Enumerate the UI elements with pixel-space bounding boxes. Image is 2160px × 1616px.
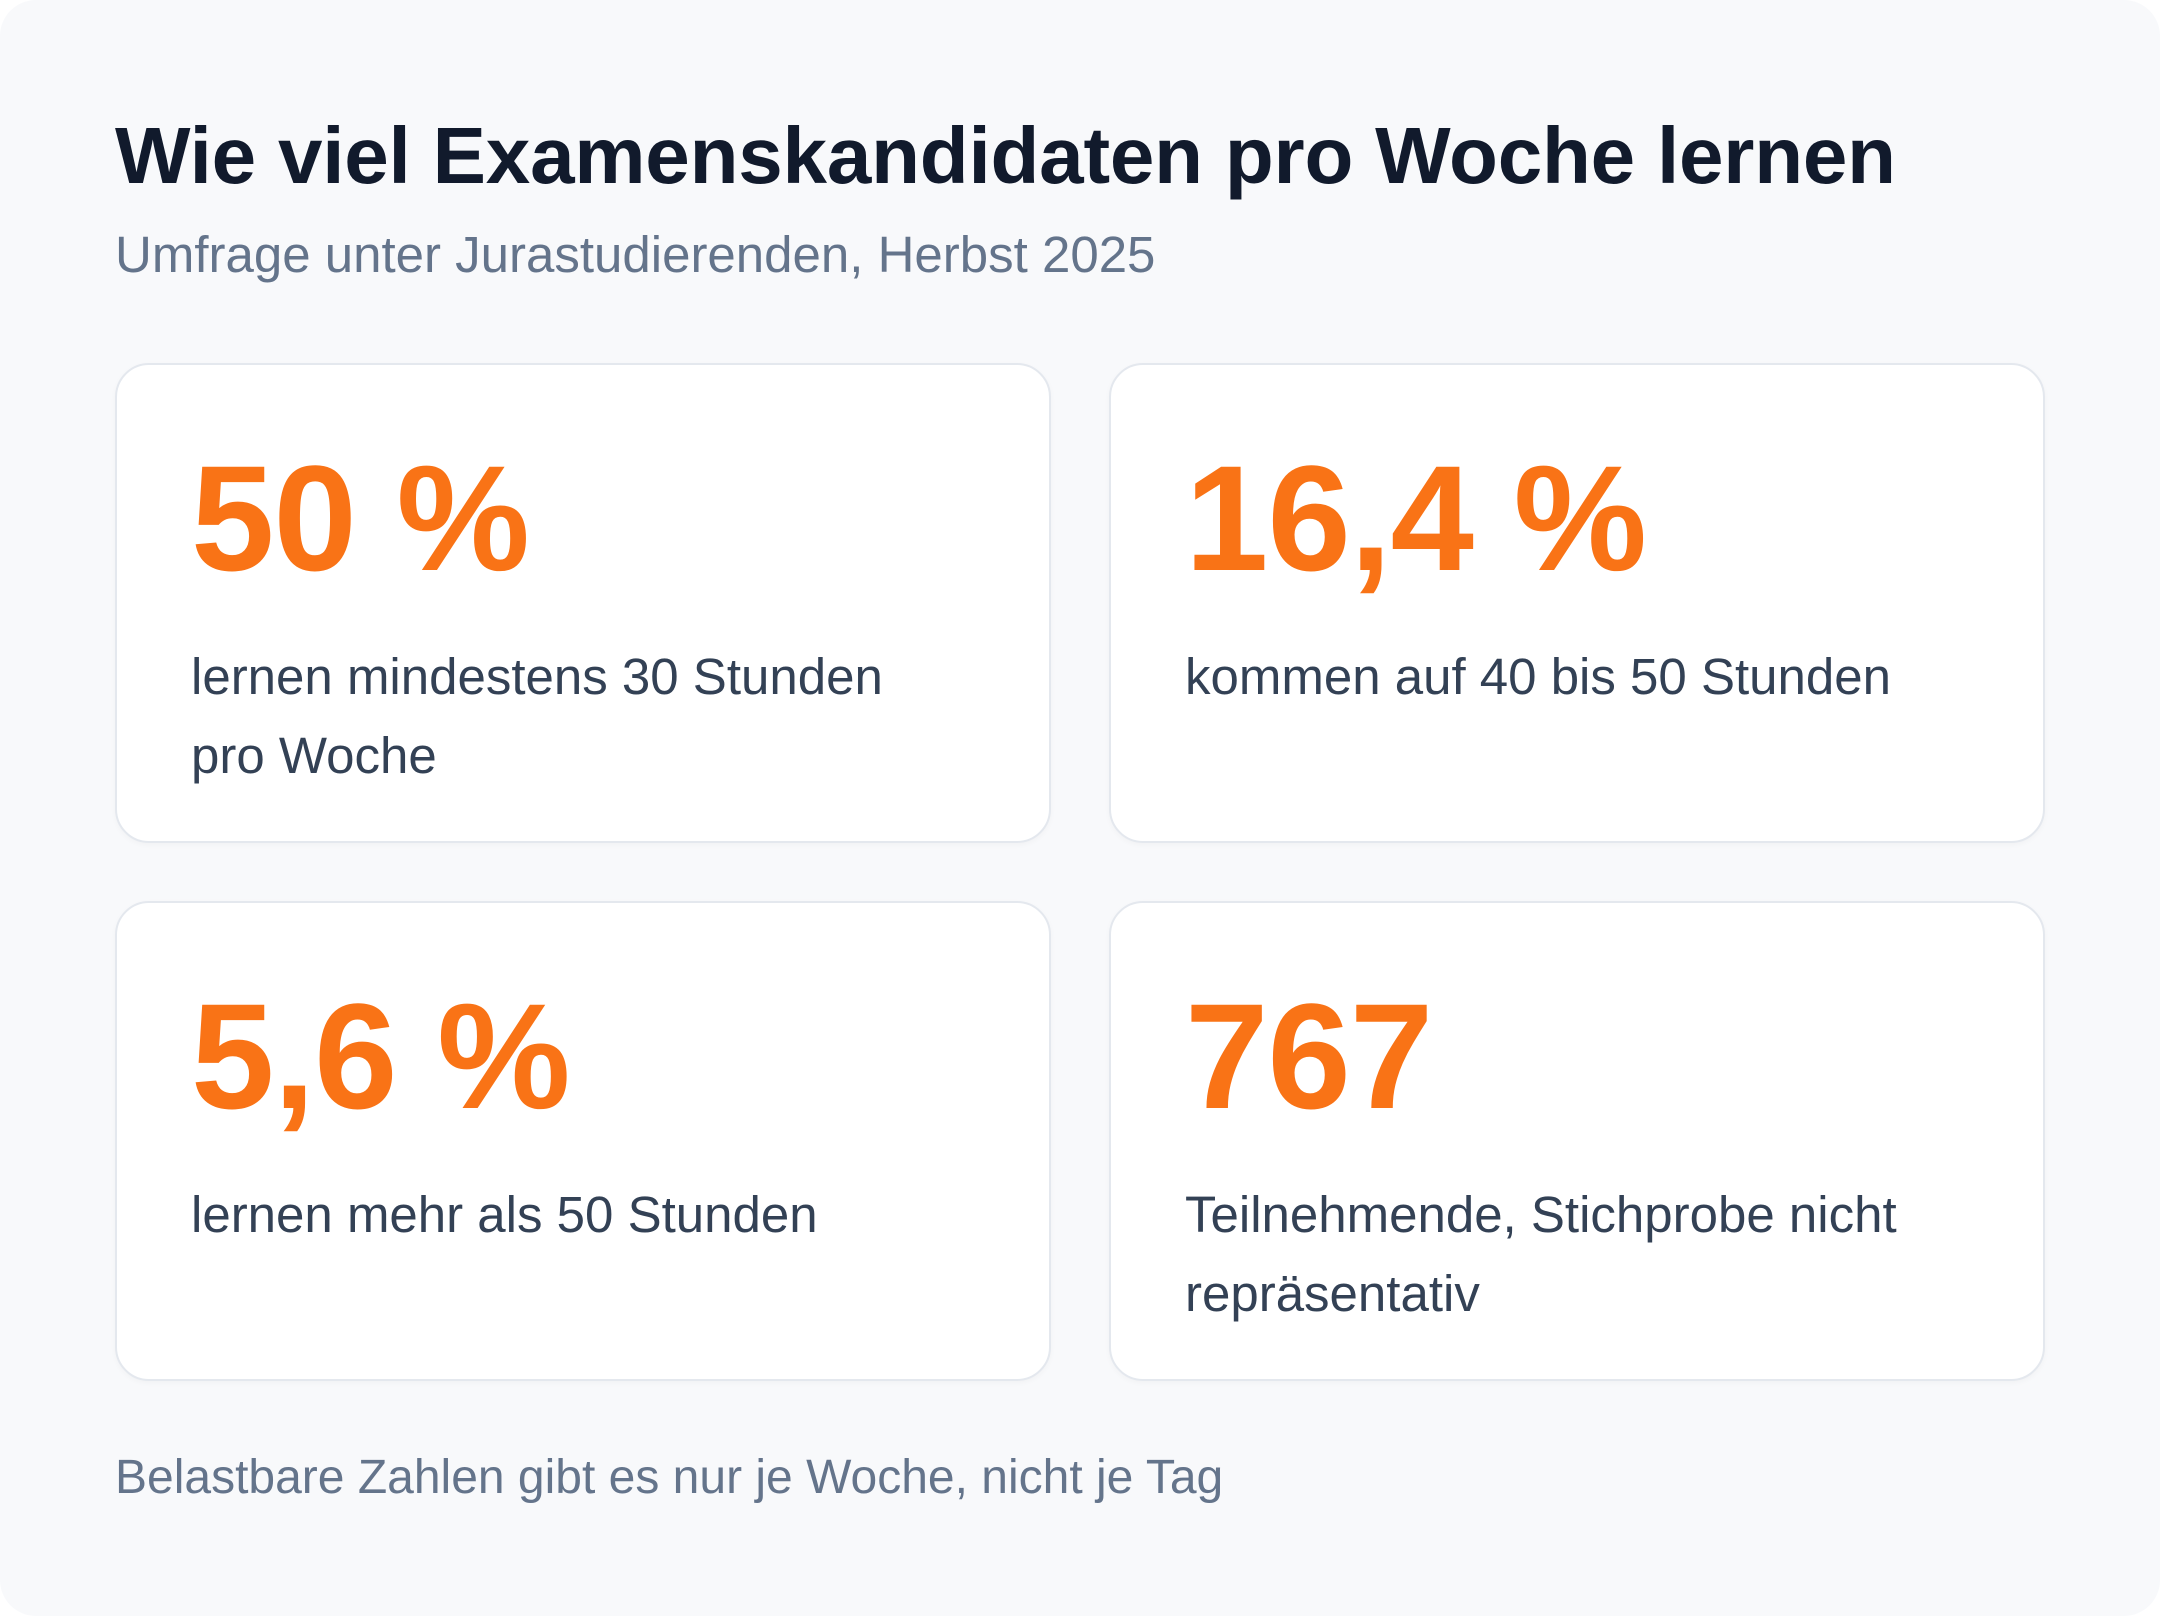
stat-card-over-50-hours: 5,6 % lernen mehr als 50 Stunden <box>115 901 1051 1382</box>
stat-label: Teilnehmende, Stichprobe nicht repräsent… <box>1185 1186 1897 1323</box>
stat-card-40-50-hours: 16,4 % kommen auf 40 bis 50 Stunden <box>1109 363 2045 844</box>
stat-value: 767 <box>1185 972 1433 1141</box>
stats-grid: 50 % lernen mindestens 30 Stunden pro Wo… <box>115 363 2045 1382</box>
stat-card-participants: 767 Teilnehmende, Stichprobe nicht reprä… <box>1109 901 2045 1382</box>
stat-label: kommen auf 40 bis 50 Stunden <box>1185 648 1891 706</box>
stat-card-30-hours: 50 % lernen mindestens 30 Stunden pro Wo… <box>115 363 1051 844</box>
stat-label: lernen mindestens 30 Stunden pro Woche <box>191 648 883 785</box>
page-title: Wie viel Examenskandidaten pro Woche ler… <box>115 111 1896 200</box>
stat-value: 16,4 % <box>1185 434 1647 603</box>
footnote: Belastbare Zahlen gibt es nur je Woche, … <box>115 1451 1224 1505</box>
stat-value: 5,6 % <box>191 972 571 1141</box>
stat-value: 50 % <box>191 434 530 603</box>
page-subtitle: Umfrage unter Jurastudierenden, Herbst 2… <box>115 226 1156 283</box>
stat-label: lernen mehr als 50 Stunden <box>191 1186 818 1244</box>
